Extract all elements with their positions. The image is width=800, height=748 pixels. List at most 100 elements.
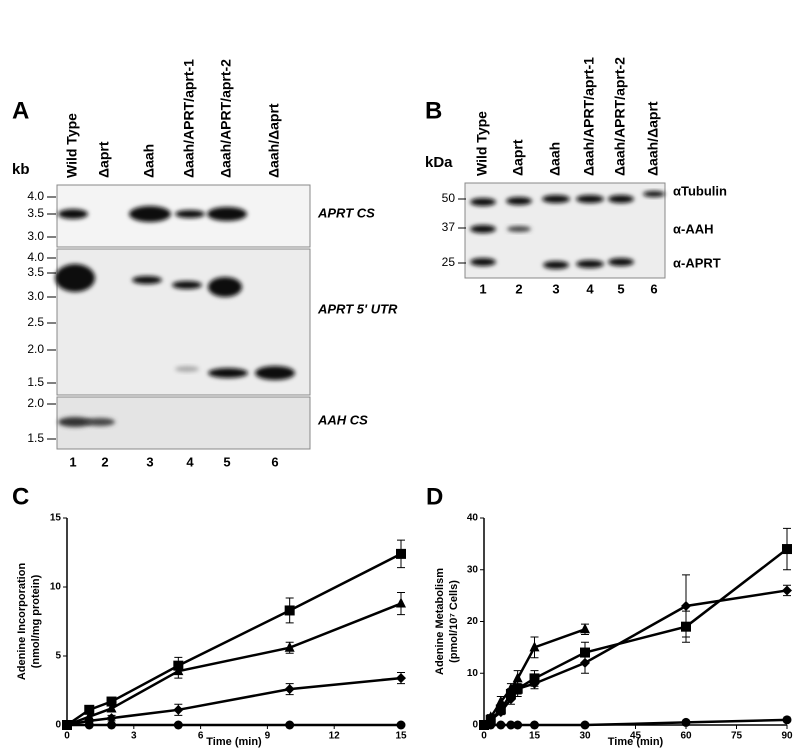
x-tick-label: 45 [630, 731, 642, 742]
marker-square [284, 605, 295, 616]
x-tick-label: 15 [395, 731, 407, 742]
marker-diamond [284, 684, 295, 695]
size-marker: 3.0 [27, 289, 44, 303]
unit-label: kDa [425, 154, 453, 171]
lane-number: 2 [101, 454, 108, 469]
lane-header: Δaah/APRT/aprt-2 [218, 59, 234, 178]
marker-circle [530, 720, 539, 730]
size-marker: 4.0 [27, 189, 44, 203]
lane-number: 3 [146, 454, 153, 469]
marker-circle [681, 717, 691, 727]
lane-header: Δaah/Δaprt [645, 101, 661, 176]
size-marker: 50 [442, 191, 456, 205]
marker-square [782, 544, 792, 555]
lane-header: Δaah/Δaprt [266, 103, 282, 178]
x-tick-label: 0 [64, 731, 70, 742]
marker-circle [513, 720, 523, 730]
lane-number: 4 [186, 454, 194, 469]
marker-triangle [106, 702, 117, 713]
y-tick-label: 15 [50, 513, 62, 524]
x-tick-label: 90 [781, 731, 793, 742]
x-axis-title: Time (min) [608, 736, 664, 748]
marker-circle [285, 720, 295, 730]
lane-number: 4 [586, 281, 594, 296]
marker-triangle [580, 623, 590, 634]
marker-circle [479, 720, 489, 730]
y-tick-label: 0 [55, 720, 61, 731]
y-axis-title: (pmol/10⁷ Cells) [448, 580, 460, 663]
x-tick-label: 6 [198, 731, 204, 742]
size-marker: 2.5 [27, 315, 44, 329]
y-tick-label: 10 [467, 668, 479, 679]
marker-circle [84, 720, 94, 730]
marker-diamond [512, 683, 523, 694]
marker-circle [173, 720, 183, 730]
size-marker: 3.5 [27, 265, 44, 279]
size-marker: 37 [442, 220, 456, 234]
size-marker: 3.0 [27, 229, 44, 243]
y-tick-label: 0 [472, 720, 478, 731]
marker-diamond [529, 678, 540, 689]
series-line [483, 548, 788, 726]
series-line [66, 676, 402, 727]
panel-label: D [426, 483, 443, 510]
band-label: αTubulin [673, 183, 727, 198]
lane-number: 6 [650, 281, 657, 296]
marker-triangle [284, 641, 295, 652]
size-marker: 1.5 [27, 375, 44, 389]
marker-triangle [495, 695, 506, 706]
size-marker: 1.5 [27, 431, 44, 445]
marker-diamond [396, 673, 406, 684]
panel-label: B [425, 97, 442, 124]
x-tick-label: 75 [731, 731, 743, 742]
lane-header: Wild Type [64, 113, 80, 178]
marker-circle [396, 720, 406, 730]
marker-circle [107, 720, 117, 730]
lane-number: 3 [552, 281, 559, 296]
lane-number: 2 [515, 281, 522, 296]
marker-diamond [681, 600, 691, 611]
lane-header: Δaprt [96, 141, 112, 178]
x-axis-title: Time (min) [206, 736, 262, 748]
marker-circle [580, 720, 590, 730]
marker-square [84, 704, 95, 715]
blot-label: APRT CS [317, 205, 375, 220]
lane-number: 5 [223, 454, 230, 469]
marker-square [396, 548, 406, 559]
marker-circle [486, 720, 496, 730]
marker-circle [782, 715, 792, 725]
x-tick-label: 9 [265, 731, 271, 742]
size-marker: 2.0 [27, 342, 44, 356]
marker-square [106, 696, 117, 707]
x-tick-label: 0 [481, 731, 487, 742]
y-tick-label: 10 [50, 582, 62, 593]
lane-header: Wild Type [474, 111, 490, 176]
lane-header: Δaprt [510, 139, 526, 176]
blot-label: APRT 5' UTR [317, 301, 398, 316]
size-marker: 4.0 [27, 250, 44, 264]
series-line [66, 602, 402, 727]
lane-number: 1 [479, 281, 486, 296]
size-marker: 25 [442, 255, 456, 269]
marker-triangle [396, 597, 406, 608]
x-tick-label: 15 [529, 731, 541, 742]
x-tick-label: 60 [680, 731, 692, 742]
blot-label: AAH CS [317, 412, 368, 427]
lane-header: Δaah/APRT/aprt-1 [581, 57, 597, 176]
marker-diamond [782, 585, 792, 596]
lane-number: 6 [271, 454, 278, 469]
lane-header: Δaah [141, 144, 157, 178]
blot-b [464, 182, 666, 279]
marker-triangle [512, 672, 523, 683]
marker-triangle [84, 710, 95, 721]
band-label: α-APRT [673, 255, 721, 270]
marker-diamond [106, 713, 117, 724]
y-tick-label: 30 [467, 564, 479, 575]
marker-diamond [505, 694, 516, 705]
y-tick-label: 40 [467, 513, 479, 524]
marker-triangle [173, 665, 184, 676]
lane-header: Δaah [547, 142, 563, 176]
y-tick-label: 5 [55, 651, 61, 662]
x-tick-label: 12 [329, 731, 341, 742]
